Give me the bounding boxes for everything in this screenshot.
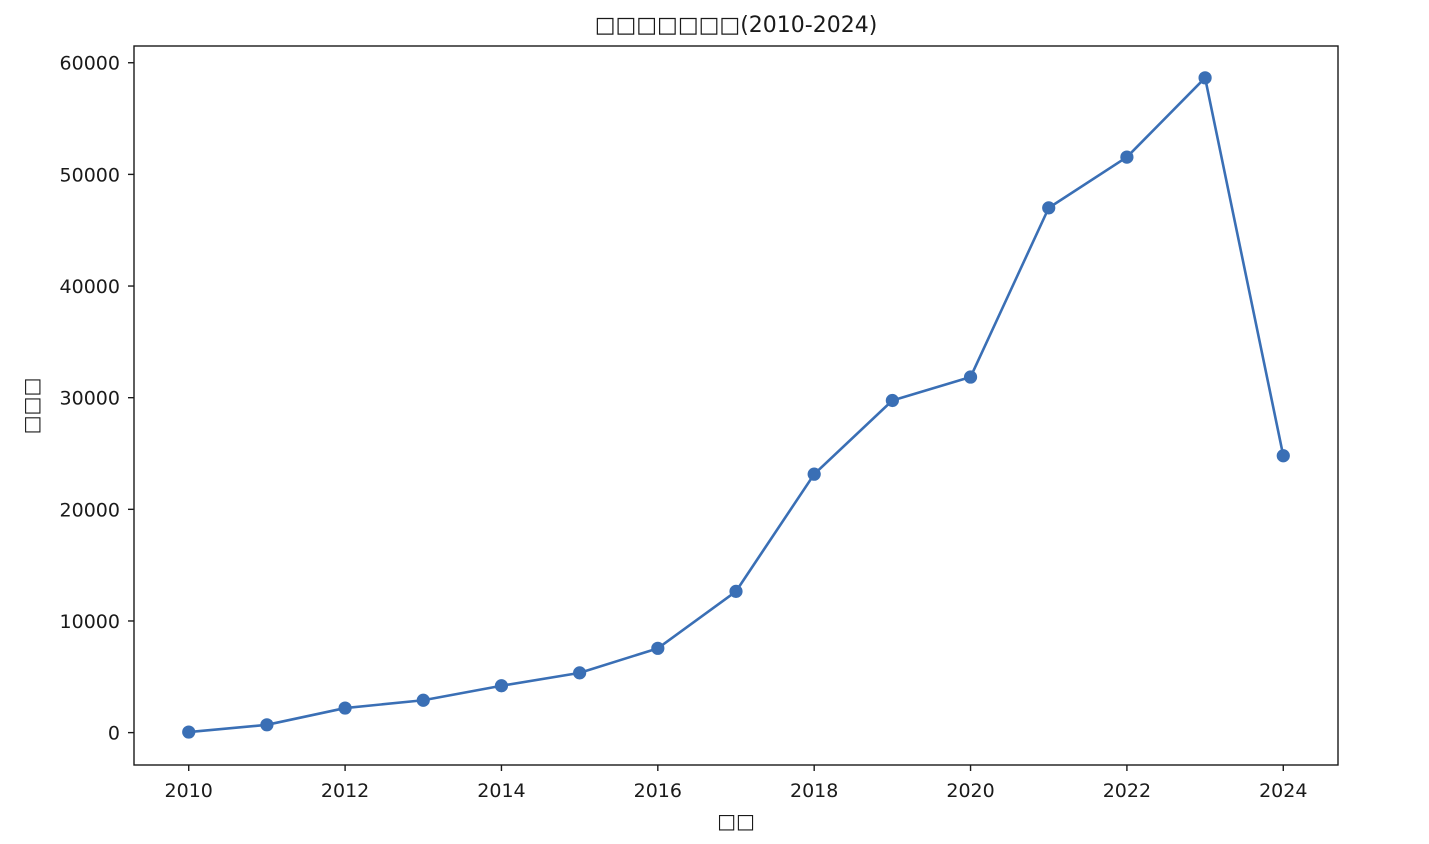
data-point-2018: [807, 467, 821, 481]
plot-frame: [133, 45, 1339, 766]
data-point-2021: [1042, 201, 1056, 215]
x-tick-label: 2010: [165, 780, 213, 802]
y-tick-label: 40000: [60, 276, 120, 298]
data-point-2020: [963, 370, 978, 384]
data-point-2015: [573, 666, 587, 680]
chart-title: □□□□□□□(2010-2024): [595, 13, 878, 38]
data-point-2013: [416, 693, 430, 707]
y-tick-label: 10000: [60, 611, 120, 633]
data-point-2019: [885, 393, 899, 408]
data-point-2017: [729, 584, 743, 598]
data-point-2012: [338, 701, 352, 715]
data-point-2023: [1198, 71, 1212, 85]
x-tick-label: 2018: [790, 780, 838, 802]
x-tick-label: 2024: [1259, 780, 1307, 802]
data-point-2011: [260, 718, 274, 732]
x-tick-label: 2014: [477, 780, 525, 802]
x-axis-label: □□: [717, 809, 755, 833]
y-axis-ticks: 0 10000 20000 30000 40000 50000 60000: [60, 53, 134, 745]
y-axis-label: □□□: [19, 378, 43, 435]
x-axis-ticks: 2010 2012 2014 2016 2018 2020 2022 2024: [165, 765, 1307, 802]
y-tick-label: 60000: [60, 53, 120, 75]
plot-area: [133, 45, 1339, 766]
data-point-2024: [1276, 449, 1290, 463]
y-tick-label: 50000: [60, 164, 120, 186]
y-tick-label: 20000: [60, 499, 120, 521]
x-tick-label: 2020: [946, 780, 994, 802]
data-point-2022: [1120, 150, 1134, 164]
y-tick-label: 0: [108, 723, 120, 745]
data-point-2016: [651, 641, 665, 655]
x-tick-label: 2016: [634, 780, 682, 802]
x-tick-label: 2022: [1103, 780, 1151, 802]
x-tick-label: 2012: [321, 780, 369, 802]
data-point-2014: [494, 679, 509, 693]
data-point-2010: [182, 725, 196, 739]
y-tick-label: 30000: [60, 388, 120, 410]
